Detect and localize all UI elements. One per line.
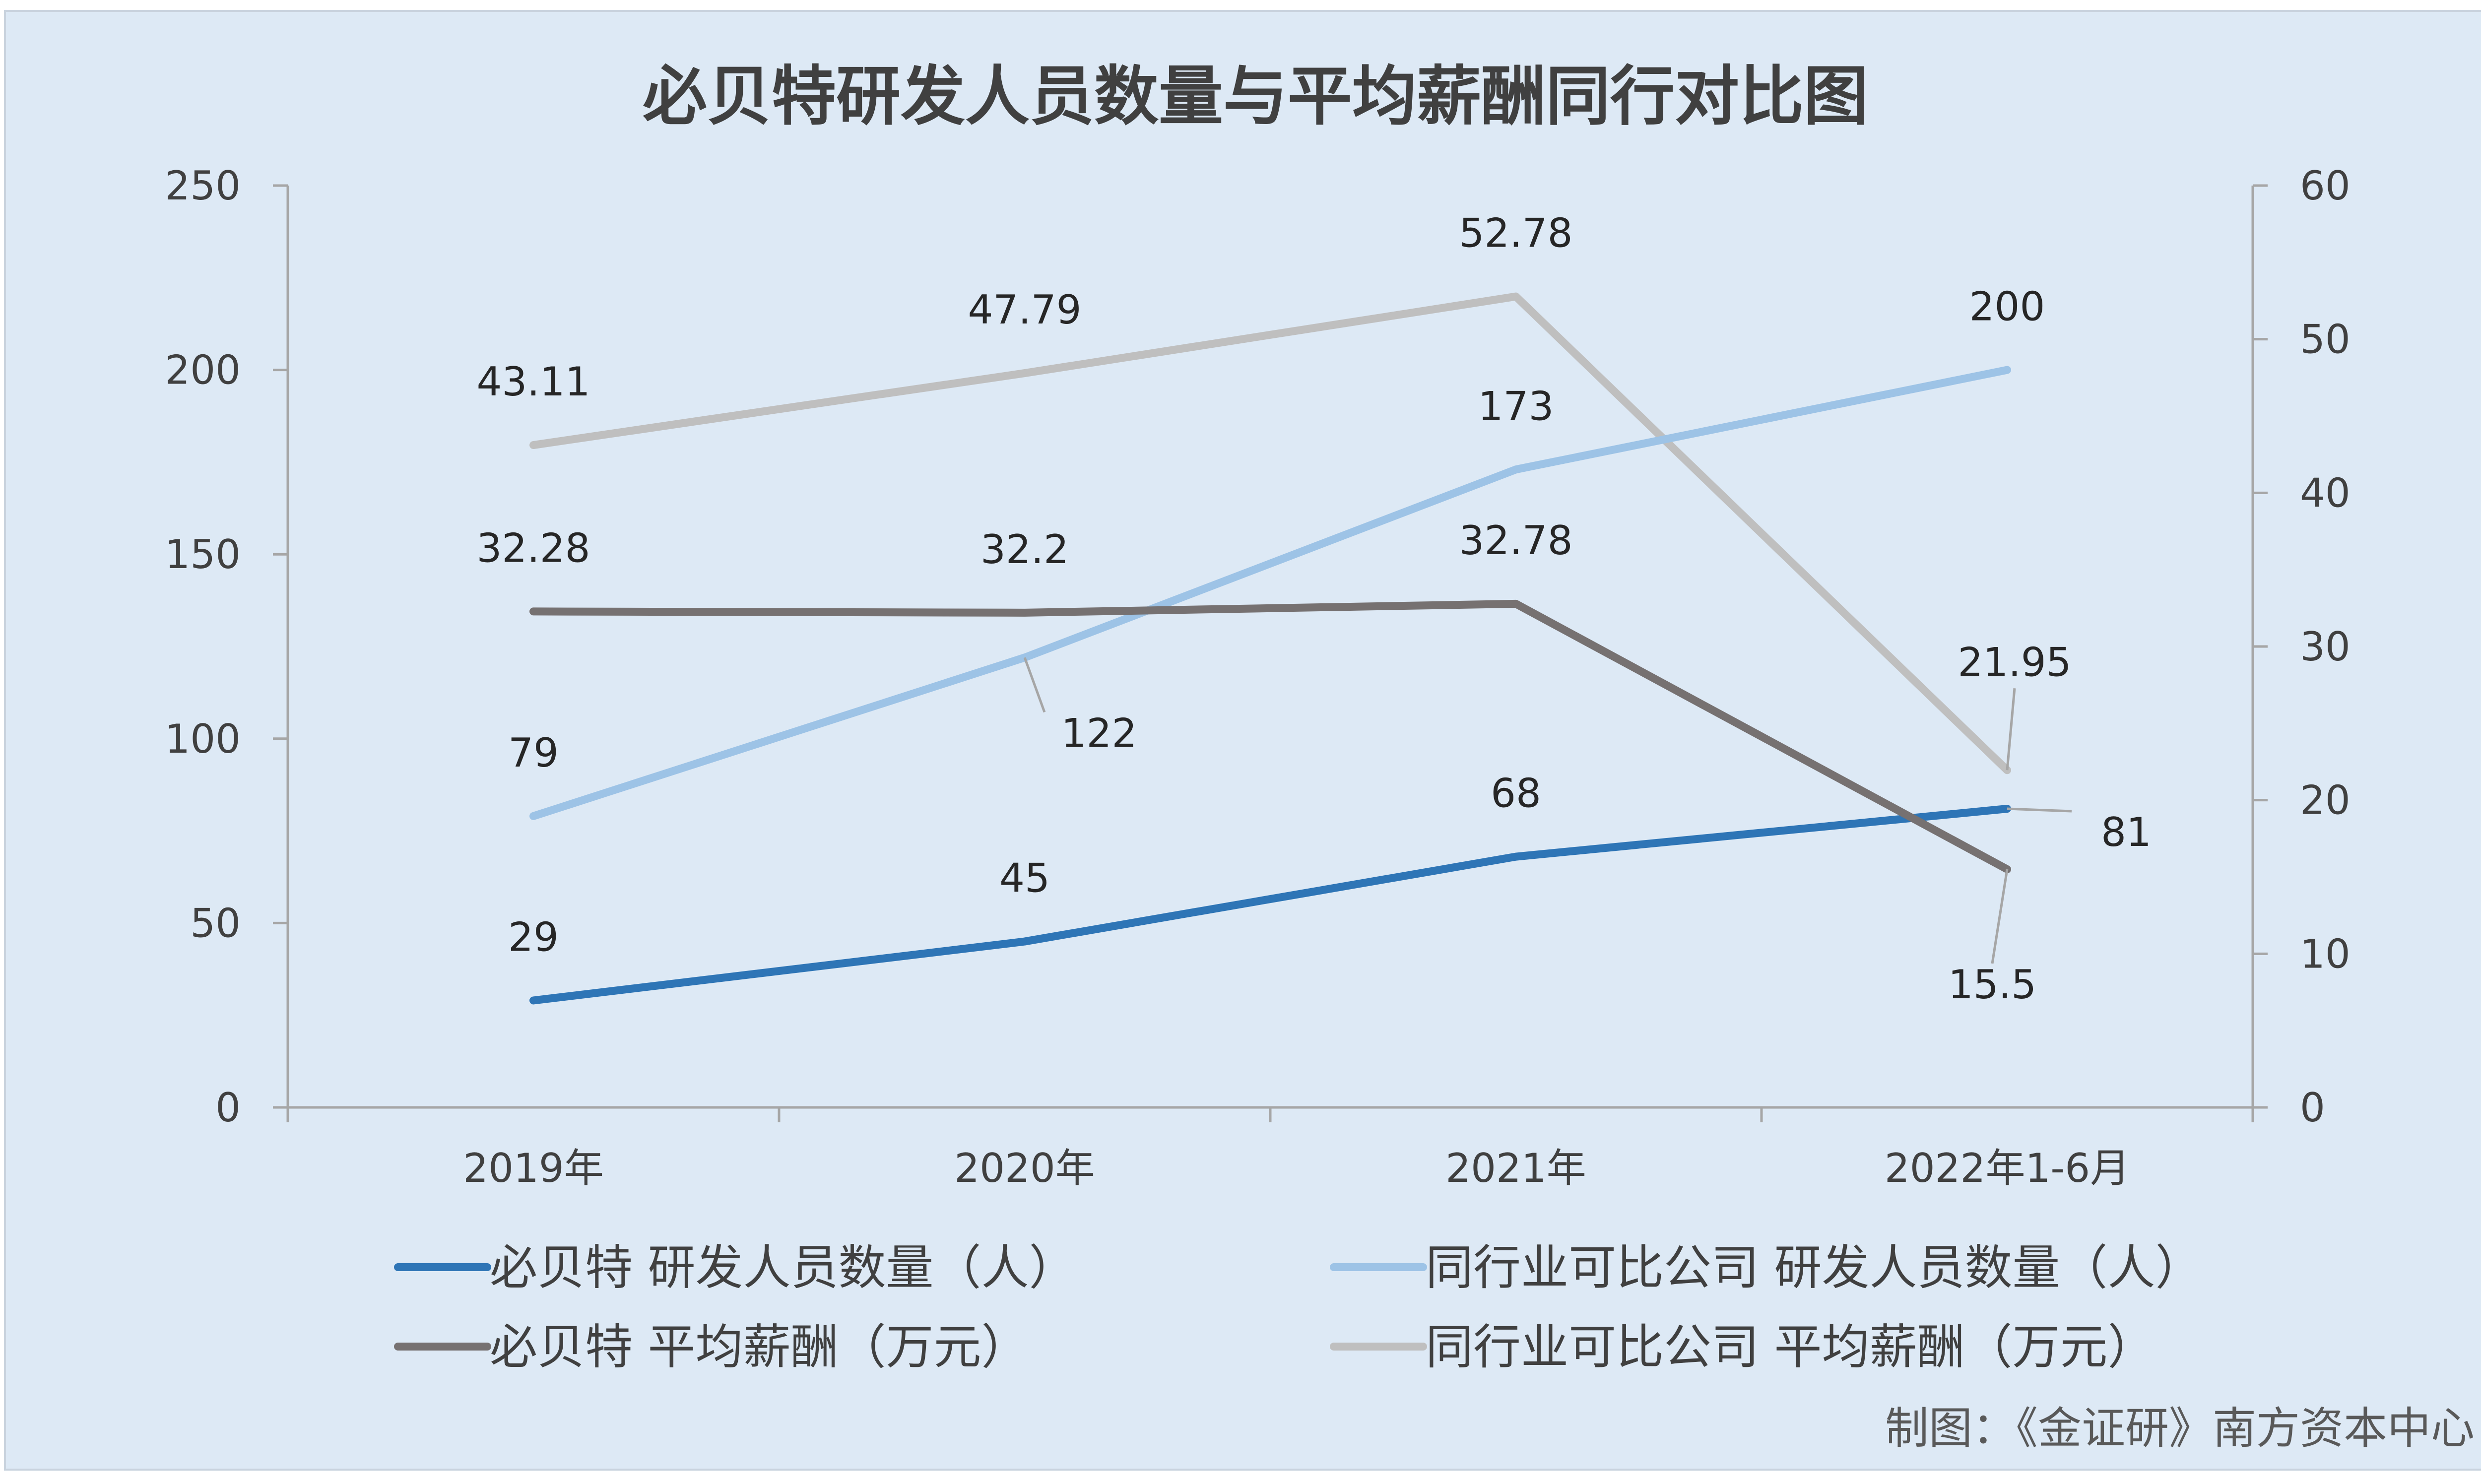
data-label: 173 <box>1478 383 1554 429</box>
data-label: 200 <box>1969 284 2045 330</box>
x-tick-label: 2020年 <box>954 1145 1095 1191</box>
data-label: 29 <box>508 914 559 960</box>
data-label: 68 <box>1491 771 1541 817</box>
right-tick-label: 30 <box>2300 624 2350 670</box>
data-label-leader <box>2007 807 2072 813</box>
left-tick-label: 250 <box>165 163 241 209</box>
left-tick-label: 150 <box>165 531 241 578</box>
chart-credit: 制图：《金证研》南方资本中心 <box>1885 1403 2475 1454</box>
series-point-2 <box>2005 368 2009 372</box>
legend-label: 必贝特 研发人员数量（人） <box>490 1240 1077 1295</box>
series-point-2 <box>1514 467 1518 472</box>
series-point-3 <box>1023 610 1027 615</box>
series-line-3 <box>529 599 2011 874</box>
data-label: 32.28 <box>476 525 590 571</box>
right-tick-label: 60 <box>2300 163 2350 209</box>
chart-frame: 必贝特研发人员数量与平均薪酬同行对比图 0 50 100 150 200 250 0 10 20… <box>4 10 2481 1471</box>
chart-title: 必贝特研发人员数量与平均薪酬同行对比图 <box>643 59 1868 134</box>
data-label-leader <box>1023 657 1046 713</box>
right-tick-label: 10 <box>2300 931 2350 977</box>
data-label: 122 <box>1061 710 1137 756</box>
series-point-1 <box>531 998 535 1003</box>
data-label: 45 <box>999 855 1050 902</box>
data-label: 43.11 <box>476 359 590 405</box>
series-point-1 <box>1023 939 1027 944</box>
data-label: 32.2 <box>980 526 1069 573</box>
label-layer: 29 45 68 81 79 122 173 200 32.28 32.2 32.78 15.5 43.… <box>476 210 2151 1008</box>
right-tick-label: 50 <box>2300 317 2350 363</box>
x-tick-label: 2021年 <box>1445 1145 1586 1191</box>
left-tick-label: 100 <box>165 716 241 762</box>
axes-layer: 0 50 100 150 200 250 0 10 20 30 40 50 60 2019年 2020年 20… <box>165 163 2350 1191</box>
left-tick-label: 0 <box>215 1085 241 1131</box>
data-label: 81 <box>2101 809 2152 855</box>
data-label: 21.95 <box>1958 639 2071 685</box>
series-point-3 <box>531 609 535 614</box>
series-point-1 <box>1514 854 1518 859</box>
right-tick-label: 40 <box>2300 470 2350 516</box>
chart-svg: 必贝特研发人员数量与平均薪酬同行对比图 0 50 100 150 200 250 0 10 20… <box>165 59 2475 1454</box>
data-label: 79 <box>508 730 559 776</box>
right-tick-label: 20 <box>2300 777 2350 824</box>
series-point-4 <box>1514 294 1518 299</box>
series-point-3 <box>1514 601 1518 606</box>
right-tick-label: 0 <box>2300 1085 2325 1131</box>
data-label: 47.79 <box>968 287 1081 333</box>
series-point-4 <box>1023 371 1027 376</box>
data-label: 52.78 <box>1459 210 1572 257</box>
left-tick-label: 50 <box>190 900 241 946</box>
data-label: 32.78 <box>1459 517 1572 564</box>
legend-label: 必贝特 平均薪酬（万元） <box>490 1319 1029 1375</box>
legend-label: 同行业可比公司 研发人员数量（人） <box>1426 1240 2203 1295</box>
data-label-leader <box>2006 688 2016 771</box>
series-point-2 <box>531 814 535 818</box>
x-tick-label: 2019年 <box>463 1145 604 1191</box>
data-label-leader <box>1991 869 2009 964</box>
series-line-2 <box>529 366 2011 820</box>
legend-label: 同行业可比公司 平均薪酬（万元） <box>1426 1319 2155 1375</box>
x-tick-label: 2022年1-6月 <box>1885 1145 2130 1191</box>
data-label: 15.5 <box>1948 962 2036 1008</box>
legend: 必贝特 研发人员数量（人） 同行业可比公司 研发人员数量（人） 必贝特 平均薪酬（万… <box>394 1240 2203 1375</box>
left-tick-label: 200 <box>165 347 241 393</box>
series-point-4 <box>531 443 535 448</box>
series-layer <box>529 292 2011 1005</box>
series-line-4 <box>529 292 2011 774</box>
series-line-1 <box>529 805 2011 1005</box>
